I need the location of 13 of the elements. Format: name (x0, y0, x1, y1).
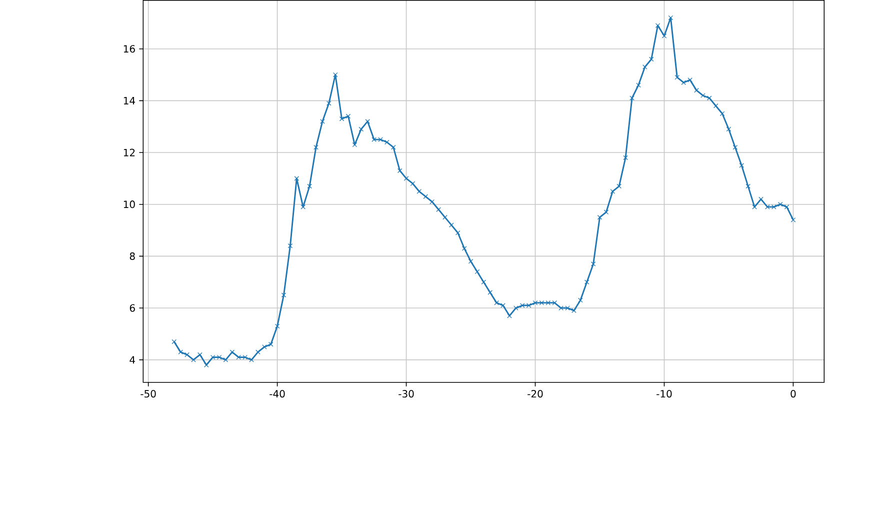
x-tick-label: -10 (656, 390, 672, 398)
y-tick-label: 16 (124, 44, 135, 52)
y-tick-label: 6 (130, 304, 135, 312)
y-tick-label: 14 (124, 96, 136, 104)
x-tick-label: -30 (398, 390, 414, 398)
y-tick-label: 10 (124, 200, 135, 208)
y-tick-label: 12 (124, 148, 135, 156)
y-tick-label: 4 (130, 356, 136, 364)
x-tick-label: -20 (528, 390, 543, 398)
x-tick-label: 0 (790, 390, 796, 398)
y-tick-label: 8 (130, 252, 135, 260)
x-tick-label: -50 (140, 390, 156, 398)
x-tick-label: -40 (270, 390, 285, 398)
